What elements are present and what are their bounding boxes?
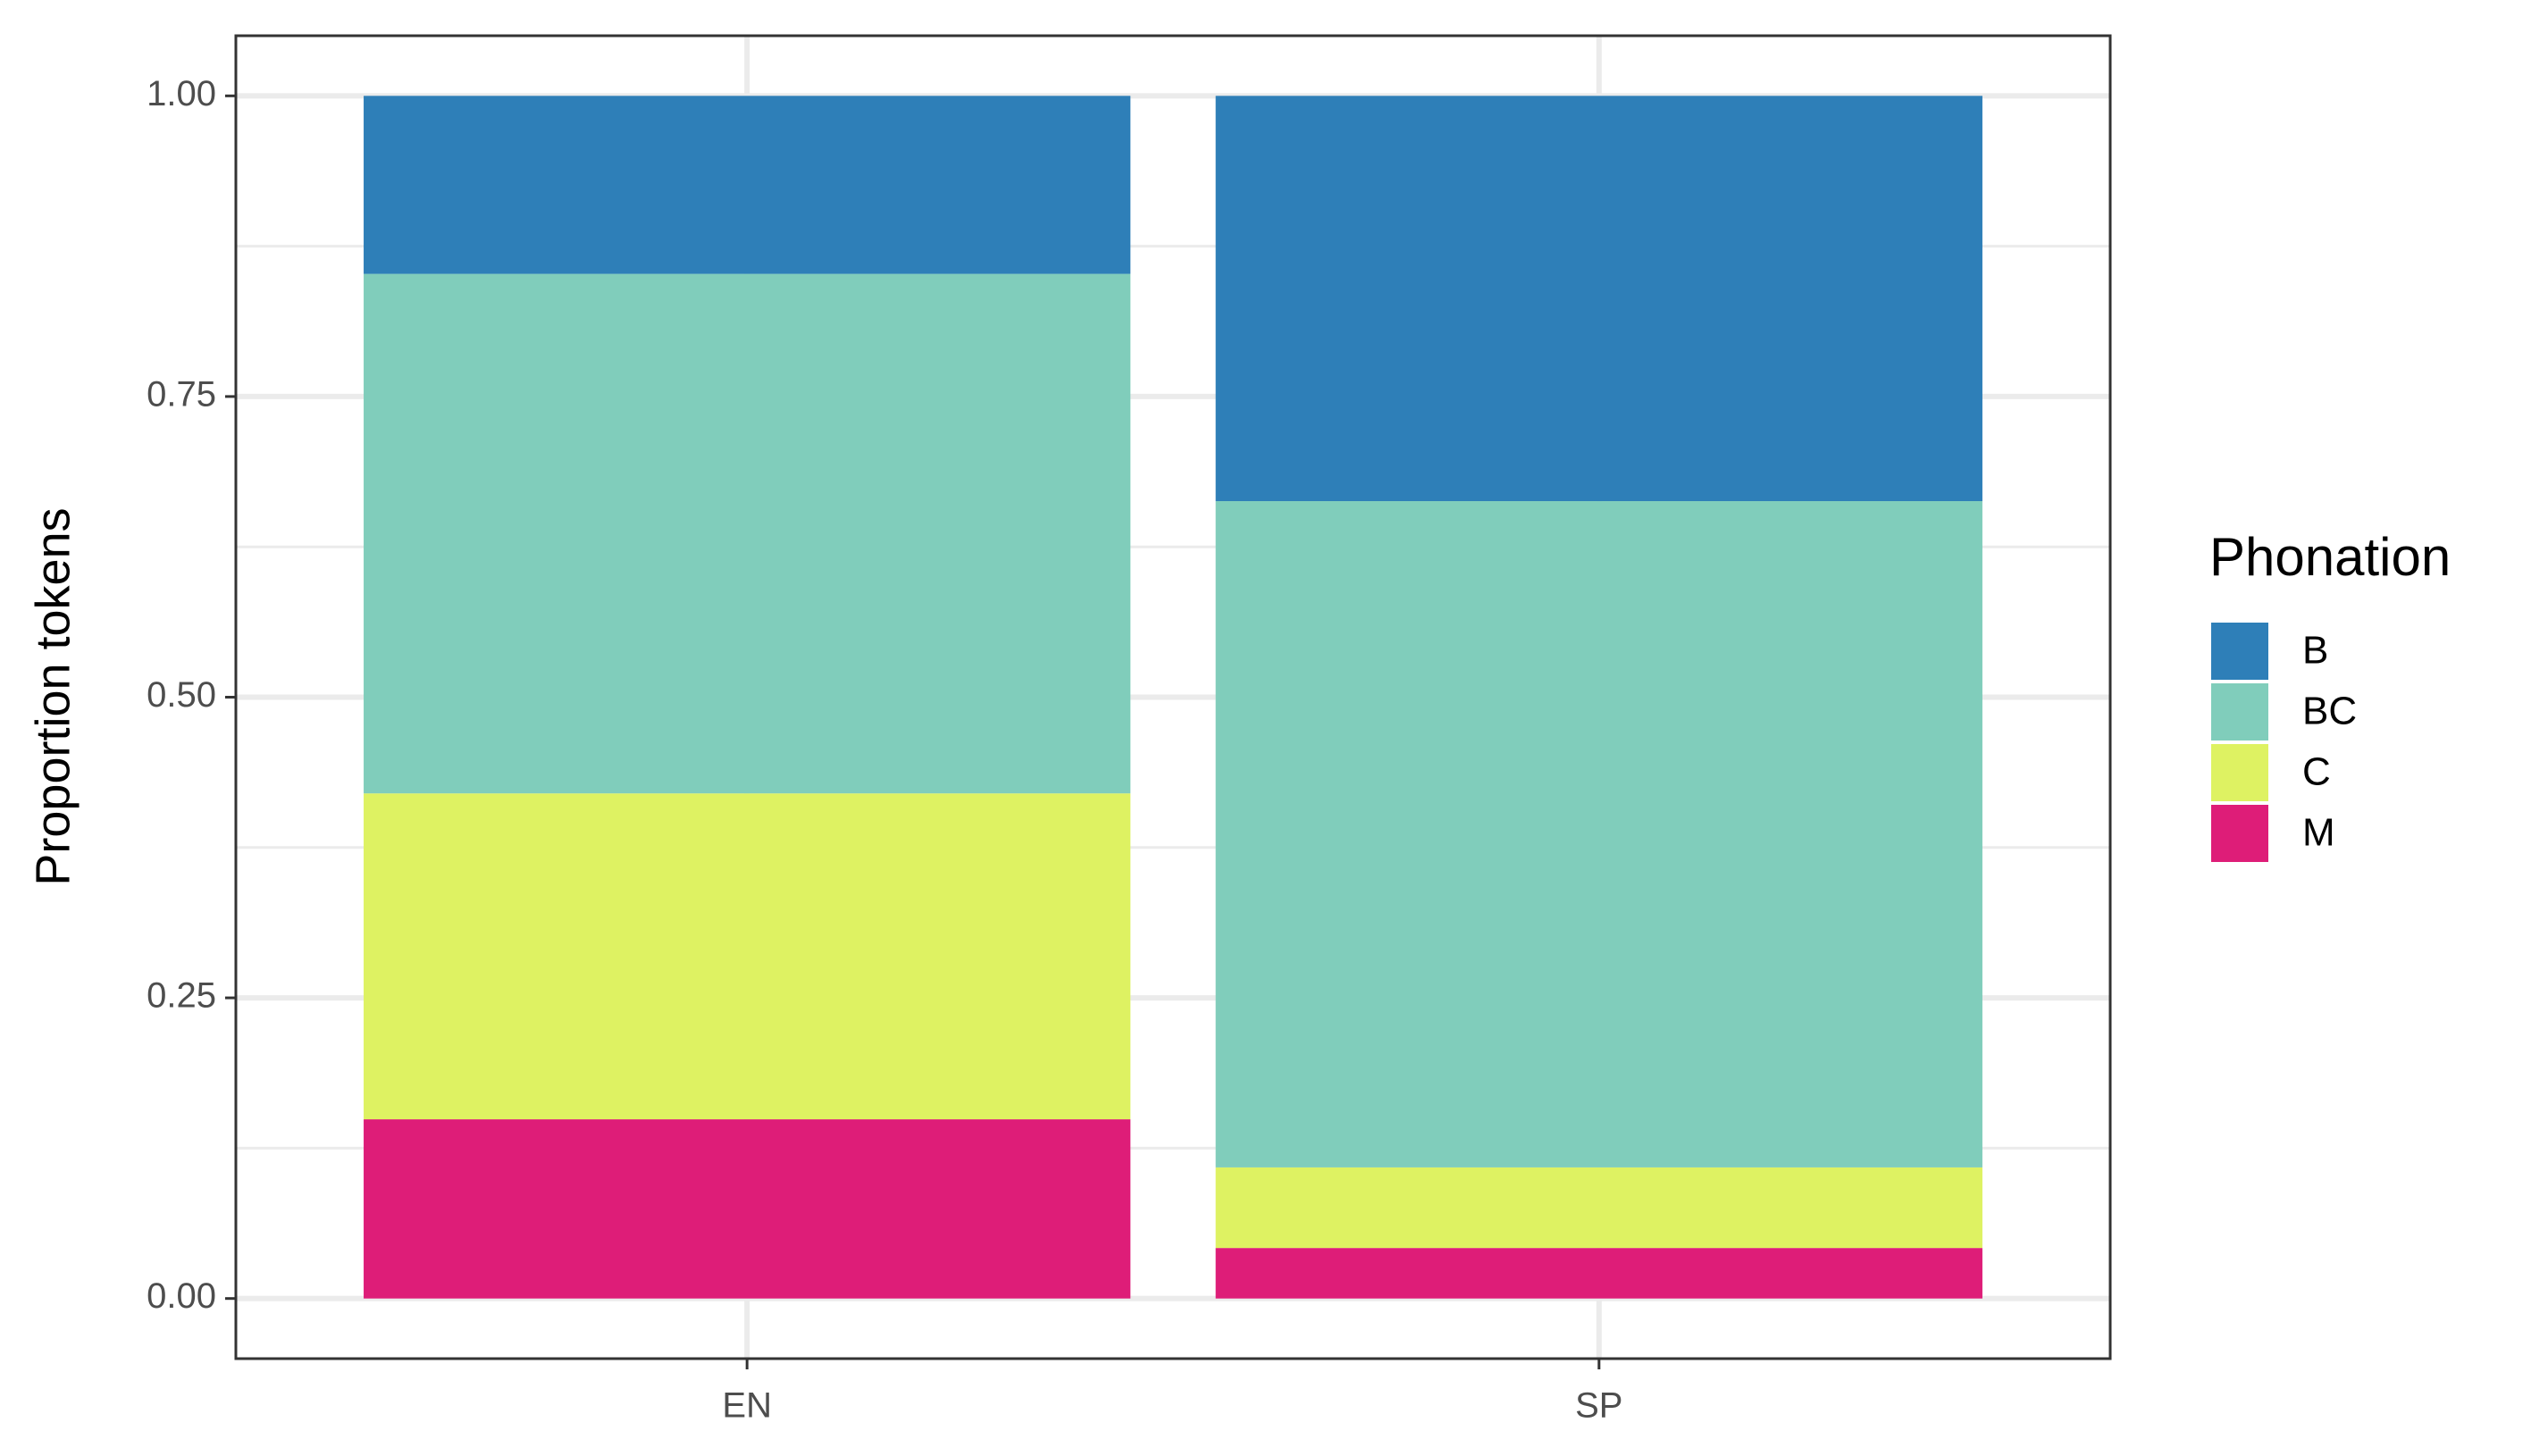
legend-key — [2211, 623, 2268, 680]
bar-segment — [364, 1119, 1131, 1299]
bar-segment — [1215, 501, 1982, 1167]
legend-label: C — [2302, 750, 2331, 794]
x-tick-label: EN — [722, 1386, 772, 1426]
y-tick-label: 0.50 — [147, 675, 216, 715]
bar-segment — [364, 273, 1131, 794]
legend-key — [2211, 683, 2268, 741]
y-tick-label: 0.75 — [147, 374, 216, 414]
y-tick-label: 0.25 — [147, 976, 216, 1016]
panel-border — [234, 34, 2112, 1360]
bar-segment — [1215, 1248, 1982, 1299]
y-tick-label: 1.00 — [147, 74, 216, 113]
legend-key — [2211, 744, 2268, 801]
legend-label: M — [2302, 811, 2335, 855]
legend-key — [2211, 805, 2268, 862]
y-tick-label: 0.00 — [147, 1276, 216, 1316]
bar-segment — [1215, 1167, 1982, 1249]
bar-segment — [1215, 96, 1982, 502]
bar-segment — [364, 793, 1131, 1120]
bar-segment — [364, 96, 1131, 274]
y-axis-title: Proportion tokens — [26, 507, 80, 885]
x-tick-label: SP — [1575, 1386, 1622, 1426]
legend-title: Phonation — [2209, 527, 2451, 587]
legend-label: BC — [2302, 690, 2357, 733]
legend-label: B — [2302, 629, 2328, 673]
